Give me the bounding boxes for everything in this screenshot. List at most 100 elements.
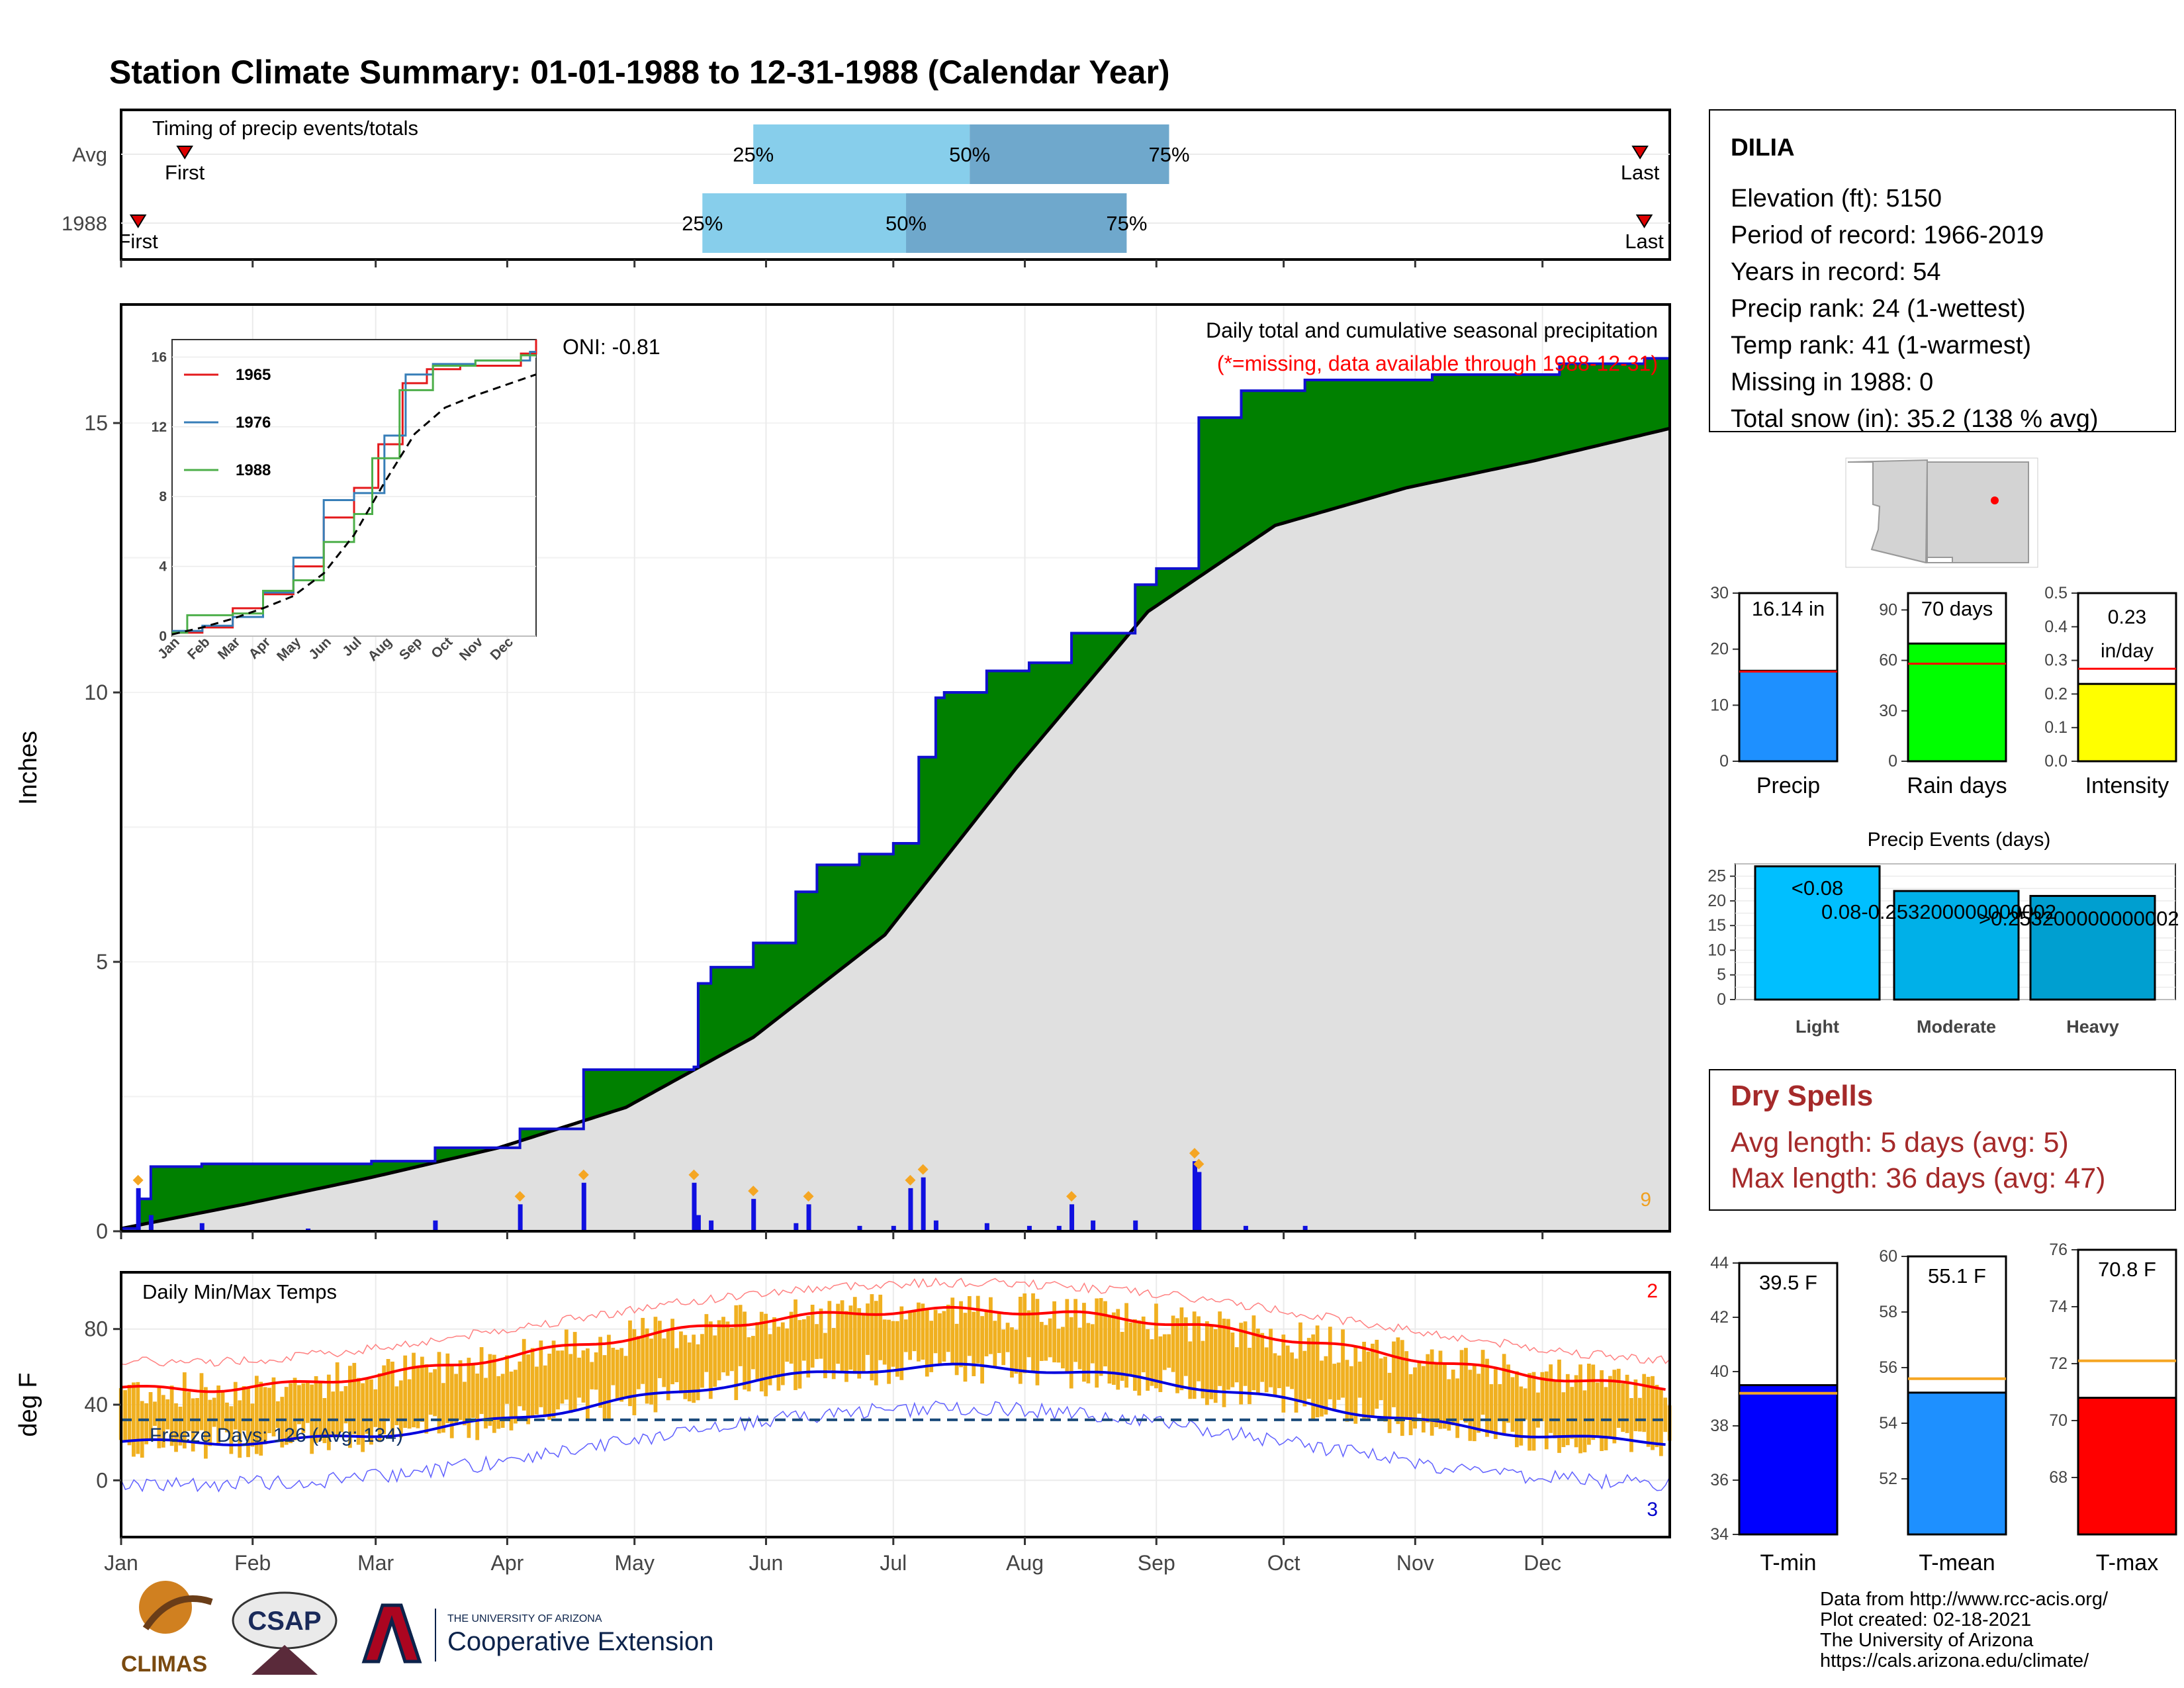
daily-temp-bar: [169, 1385, 174, 1446]
daily-temp-bar: [187, 1391, 191, 1431]
mini-ytick-label: 30: [1879, 702, 1897, 720]
daily-temp-bar: [297, 1385, 301, 1425]
station-name: DILIA: [1731, 134, 1795, 161]
temp-bar-ytick-label: 34: [1710, 1525, 1729, 1544]
station-info-line: Missing in 1988: 0: [1731, 369, 1933, 397]
daily-temp-bar: [1536, 1392, 1540, 1428]
daily-temp-bar: [1472, 1364, 1477, 1442]
daily-temp-bar: [882, 1319, 887, 1365]
month-label: Aug: [1006, 1551, 1044, 1575]
daily-temp-bar: [403, 1355, 408, 1429]
daily-temp-bar: [776, 1327, 781, 1391]
daily-temp-bar: [878, 1294, 883, 1360]
daily-precip-bar: [921, 1177, 926, 1231]
daily-temp-bar: [1616, 1368, 1621, 1429]
daily-temp-bar: [347, 1366, 352, 1448]
temp-bar-charts: 34 36 38 40 42 44 39.5 F T-min 52 54 56 58 60 55.1 F T…: [1710, 1241, 2177, 1575]
daily-temp-bar: [738, 1305, 743, 1366]
daily-temp-bar: [1162, 1334, 1167, 1370]
daily-temp-bar: [734, 1305, 739, 1401]
events-ytick-label: 20: [1707, 892, 1726, 910]
daily-temp-bar: [1069, 1317, 1073, 1389]
daily-precip-bar: [806, 1204, 811, 1231]
daily-temp-bar: [263, 1387, 267, 1444]
daily-temp-bar: [933, 1309, 938, 1354]
temp-ytick-label: 80: [84, 1317, 108, 1341]
precip-annotation: Daily total and cumulative seasonal prec…: [1206, 318, 1658, 342]
precip-event-category: Moderate: [1917, 1017, 1996, 1037]
temp-bar-ytick-label: 74: [2049, 1297, 2068, 1316]
daily-temp-bar: [1023, 1293, 1027, 1374]
daily-temp-bar: [1095, 1298, 1099, 1388]
climas-logo: CLIMAS: [121, 1581, 213, 1677]
station-info-line: Precip rank: 24 (1-wettest): [1731, 295, 2026, 323]
daily-temp-bar: [1137, 1320, 1142, 1396]
mini-ytick-label: 0: [1888, 752, 1897, 771]
temp-bar-label: T-mean: [1919, 1550, 1995, 1575]
daily-temp-bar: [412, 1352, 416, 1428]
daily-temp-bar: [250, 1403, 255, 1447]
daily-precip-bar: [1091, 1220, 1096, 1231]
daily-temp-bar: [1035, 1299, 1040, 1385]
credit-line: Data from http://www.rcc-acis.org/: [1820, 1589, 2109, 1610]
timing-panel-title: Timing of precip events/totals: [152, 117, 418, 140]
extreme-precip-marker: [132, 1174, 144, 1186]
mini-ytick-label: 60: [1879, 651, 1897, 670]
daily-precip-bar: [136, 1188, 141, 1231]
daily-temp-bar: [1248, 1348, 1251, 1405]
dry-spells-title: Dry Spells: [1731, 1080, 1873, 1112]
daily-temp-bar: [1651, 1376, 1655, 1450]
daily-temp-bar: [1336, 1362, 1341, 1400]
extreme-precip-marker: [917, 1164, 929, 1175]
daily-temp-bar: [225, 1402, 229, 1432]
daily-temp-bar: [967, 1295, 972, 1356]
temp-bar-ytick-label: 42: [1710, 1308, 1729, 1327]
daily-temp-bar: [1234, 1347, 1239, 1383]
precip-event-category: Heavy: [2066, 1017, 2119, 1037]
last-event-marker: [1631, 146, 1649, 160]
precip-event-label: 0.08-0.253200000000002: [1821, 900, 2056, 923]
first-event-label: First: [165, 161, 205, 184]
daily-temp-bar: [789, 1311, 794, 1364]
daily-temp-bar: [1205, 1321, 1209, 1405]
daily-temp-bar: [572, 1332, 577, 1412]
daily-temp-bar: [518, 1361, 522, 1407]
daily-temp-bar: [1417, 1362, 1422, 1414]
daily-temp-bar: [747, 1337, 751, 1391]
daily-temp-bar: [997, 1312, 1001, 1353]
daily-temp-bar: [1591, 1364, 1596, 1440]
daily-precip-bar: [696, 1215, 701, 1231]
daily-temp-bar: [1183, 1317, 1188, 1376]
mini-bar-value: 16.14 in: [1752, 597, 1825, 620]
avg-min-line: [120, 1362, 1666, 1446]
daily-temp-bar: [1621, 1383, 1625, 1432]
daily-temp-bar: [233, 1382, 238, 1430]
daily-temp-bar: [984, 1311, 989, 1356]
daily-temp-bar: [318, 1381, 322, 1441]
daily-temp-bar: [1315, 1325, 1320, 1418]
extreme-precip-marker: [1189, 1148, 1200, 1159]
daily-temp-bar: [852, 1297, 857, 1374]
first-event-marker: [176, 146, 193, 160]
extreme-precip-marker: [688, 1169, 700, 1180]
daily-precip-bar: [751, 1199, 756, 1231]
daily-temp-bar: [827, 1301, 832, 1370]
daily-temp-bar: [356, 1378, 361, 1445]
daily-temp-bar: [976, 1295, 980, 1364]
inset-ytick-label: 8: [159, 489, 167, 504]
first-event-label: First: [118, 230, 159, 253]
daily-temp-bar: [191, 1398, 195, 1452]
daily-temp-bar: [1642, 1374, 1647, 1432]
daily-temp-bar: [729, 1327, 734, 1372]
temp-ytick-label: 0: [96, 1468, 108, 1492]
daily-temp-bar: [1014, 1329, 1019, 1374]
daily-temp-bar: [242, 1386, 246, 1431]
daily-temp-bar: [980, 1316, 984, 1384]
daily-temp-bar: [551, 1340, 556, 1418]
daily-precip-bar: [1197, 1172, 1202, 1231]
mini-ytick-label: 0.3: [2044, 651, 2068, 670]
daily-temp-bar: [657, 1321, 662, 1378]
precip-event-label: <0.08: [1792, 876, 1843, 900]
timing-q25-label: 25%: [733, 143, 774, 166]
daily-temp-bar: [903, 1319, 908, 1352]
